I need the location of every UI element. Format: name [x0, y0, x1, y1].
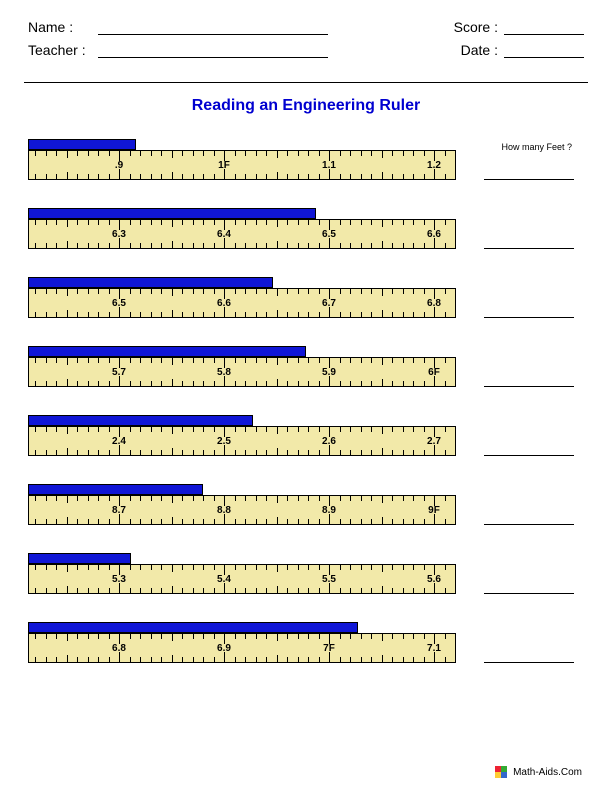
problem-row: 6.8 6.9 7F 7.1 — [28, 620, 584, 663]
engineering-ruler: 6.3 6.4 6.5 6.6 — [28, 219, 456, 249]
score-label: Score : — [418, 19, 504, 35]
ruler-major-label: 2.4 — [112, 436, 126, 447]
measure-bar — [28, 622, 358, 633]
ruler-major-label: 6.5 — [322, 229, 336, 240]
footer: Math-Aids.Com — [495, 766, 582, 778]
answer-field-line[interactable] — [484, 370, 574, 387]
engineering-ruler: 6.5 6.6 6.7 6.8 — [28, 288, 456, 318]
answer-field-line[interactable] — [484, 439, 574, 456]
teacher-label: Teacher : — [28, 42, 98, 58]
ruler-major-label: 8.7 — [112, 505, 126, 516]
worksheet-header: Name : Score : Teacher : Date : — [0, 0, 612, 72]
ruler-major-label: 2.6 — [322, 436, 336, 447]
engineering-ruler: 5.7 5.8 5.9 6F — [28, 357, 456, 387]
score-field-line[interactable] — [504, 18, 584, 35]
worksheet-title: Reading an Engineering Ruler — [0, 97, 612, 115]
problem-row: 8.7 8.8 8.9 9F — [28, 482, 584, 525]
ruler-major-label: 5.4 — [217, 574, 231, 585]
name-field-line[interactable] — [98, 18, 328, 35]
ruler-major-label: 6.9 — [217, 643, 231, 654]
date-field-line[interactable] — [504, 41, 584, 58]
name-label: Name : — [28, 19, 98, 35]
logo-icon — [495, 766, 507, 778]
ruler-major-label: 5.5 — [322, 574, 336, 585]
ruler-major-label: 1.2 — [427, 160, 441, 171]
ruler-major-label: 6.6 — [217, 298, 231, 309]
ruler-major-label: 7F — [323, 643, 335, 654]
measure-bar — [28, 346, 306, 357]
ruler-major-label: 1.1 — [322, 160, 336, 171]
ruler-major-label: 2.7 — [427, 436, 441, 447]
ruler-major-label: 6.7 — [322, 298, 336, 309]
ruler-major-label: 2.5 — [217, 436, 231, 447]
ruler-major-label: 7.1 — [427, 643, 441, 654]
measure-bar — [28, 484, 203, 495]
ruler-major-label: 5.6 — [427, 574, 441, 585]
ruler-major-label: 8.9 — [322, 505, 336, 516]
engineering-ruler: 6.8 6.9 7F 7.1 — [28, 633, 456, 663]
ruler-major-label: 1F — [218, 160, 230, 171]
answer-field-line[interactable] — [484, 163, 574, 180]
ruler-major-label: 6.3 — [112, 229, 126, 240]
problem-row: 5.7 5.8 5.9 6F — [28, 344, 584, 387]
ruler-major-label: 5.7 — [112, 367, 126, 378]
engineering-ruler: 2.4 2.5 2.6 2.7 — [28, 426, 456, 456]
answer-field-line[interactable] — [484, 577, 574, 594]
engineering-ruler: .9 1F 1.1 1.2 — [28, 150, 456, 180]
measure-bar — [28, 277, 273, 288]
ruler-major-label: 9F — [428, 505, 440, 516]
measure-bar — [28, 139, 136, 150]
measure-bar — [28, 208, 316, 219]
problems-container: .9 1F 1.1 1.2 6.3 6.4 6.5 6.6 6.5 6.6 6.7 6.8 5.7 5.8… — [0, 137, 612, 663]
ruler-major-label: 6F — [428, 367, 440, 378]
problem-row: 6.5 6.6 6.7 6.8 — [28, 275, 584, 318]
engineering-ruler: 5.3 5.4 5.5 5.6 — [28, 564, 456, 594]
ruler-major-label: 6.8 — [112, 643, 126, 654]
answer-field-line[interactable] — [484, 301, 574, 318]
ruler-major-label: 5.8 — [217, 367, 231, 378]
header-divider — [24, 82, 588, 83]
problem-row: 5.3 5.4 5.5 5.6 — [28, 551, 584, 594]
ruler-major-label: 5.9 — [322, 367, 336, 378]
answer-field-line[interactable] — [484, 232, 574, 249]
ruler-major-label: 6.6 — [427, 229, 441, 240]
engineering-ruler: 8.7 8.8 8.9 9F — [28, 495, 456, 525]
answer-field-line[interactable] — [484, 508, 574, 525]
problem-row: 6.3 6.4 6.5 6.6 — [28, 206, 584, 249]
answer-field-line[interactable] — [484, 646, 574, 663]
ruler-major-label: 6.5 — [112, 298, 126, 309]
ruler-major-label: 6.4 — [217, 229, 231, 240]
ruler-major-label: 8.8 — [217, 505, 231, 516]
column-hint: How many Feet ? — [501, 142, 572, 152]
problem-row: 2.4 2.5 2.6 2.7 — [28, 413, 584, 456]
date-label: Date : — [418, 42, 504, 58]
ruler-major-label: .9 — [115, 160, 123, 171]
teacher-field-line[interactable] — [98, 41, 328, 58]
footer-text: Math-Aids.Com — [513, 767, 582, 778]
measure-bar — [28, 553, 131, 564]
ruler-major-label: 6.8 — [427, 298, 441, 309]
ruler-major-label: 5.3 — [112, 574, 126, 585]
measure-bar — [28, 415, 253, 426]
